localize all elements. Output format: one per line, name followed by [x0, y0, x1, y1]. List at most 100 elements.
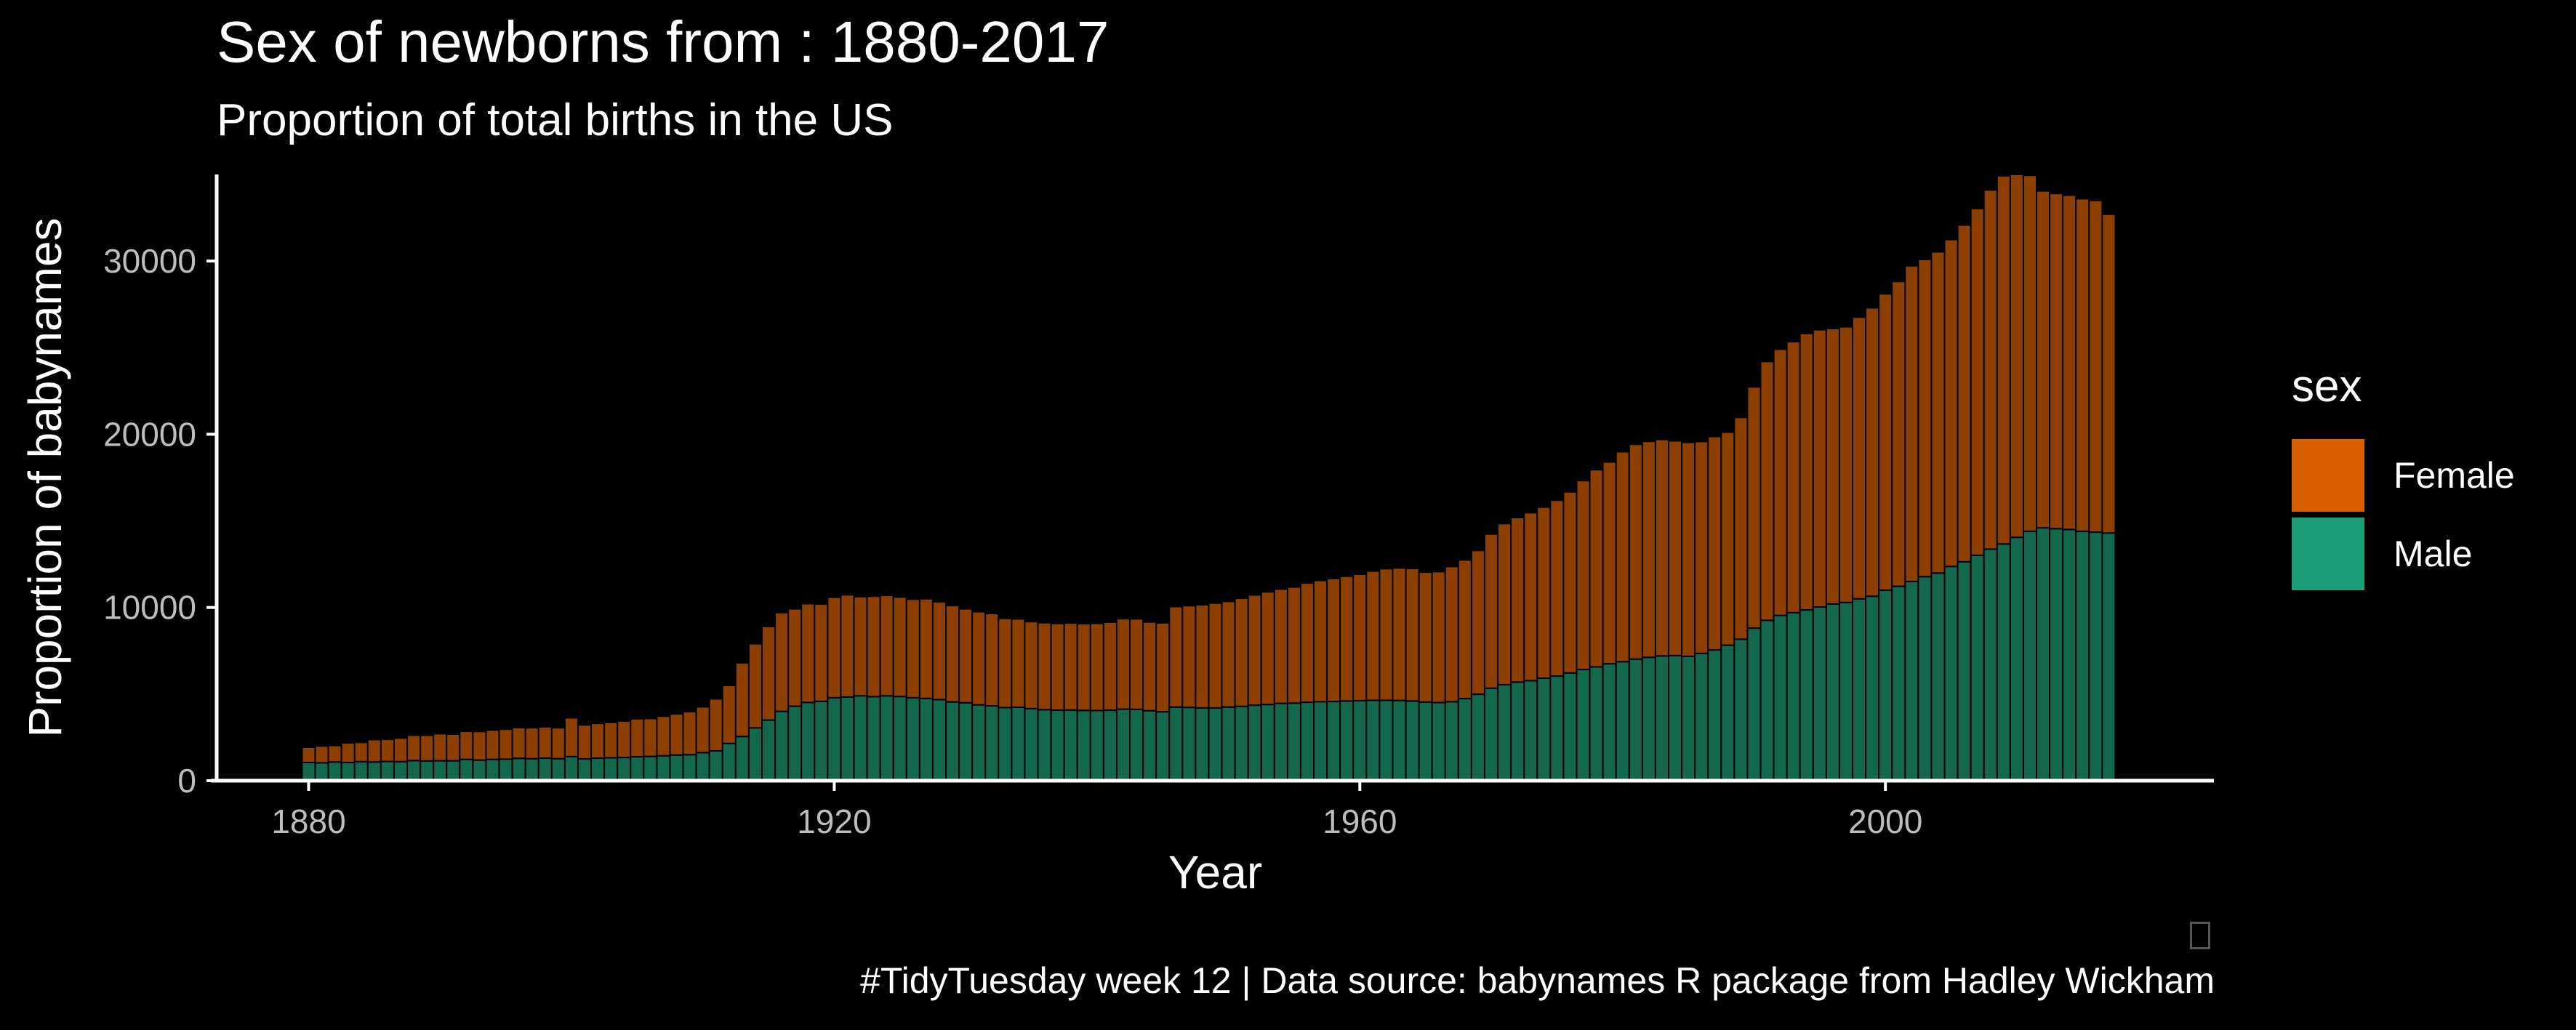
bar-male-1928 [931, 699, 947, 781]
bar-male-1909 [682, 754, 697, 782]
bar-female-1948 [1195, 604, 1210, 709]
bar-male-1890 [433, 760, 448, 781]
bar-female-1928 [931, 601, 947, 701]
bar-female-1914 [747, 643, 763, 729]
bar-female-2000 [1878, 293, 1893, 591]
bar-female-1904 [617, 720, 632, 759]
bar-male-1972 [1510, 681, 1525, 781]
bar-male-1943 [1129, 708, 1144, 782]
bar-male-1931 [971, 704, 987, 782]
bar-male-1978 [1589, 666, 1604, 782]
bar-male-1900 [563, 755, 579, 782]
bar-female-1899 [550, 727, 566, 760]
bar-male-1958 [1326, 701, 1341, 781]
bar-female-1981 [1628, 443, 1643, 660]
bar-female-1880 [301, 747, 316, 763]
bar-male-1979 [1602, 663, 1617, 781]
bar-male-1910 [695, 752, 710, 782]
bar-male-1884 [353, 760, 369, 782]
bar-male-1990 [1746, 627, 1762, 781]
bar-male-2013 [2049, 528, 2064, 781]
bar-male-1887 [393, 760, 409, 782]
bar-female-1988 [1720, 431, 1736, 646]
bar-male-1998 [1852, 598, 1867, 781]
bar-male-1964 [1405, 700, 1420, 782]
bar-male-1946 [1168, 706, 1184, 781]
bar-female-2014 [2062, 194, 2077, 531]
chart-caption: #TidyTuesday week 12 | Data source: baby… [860, 960, 2215, 1001]
y-tick-label-20000: 20000 [103, 415, 196, 453]
bar-male-1988 [1720, 644, 1736, 781]
bar-female-1890 [433, 733, 448, 762]
bar-female-1918 [801, 603, 816, 704]
bar-male-1994 [1799, 609, 1814, 781]
bar-male-1939 [1076, 709, 1091, 782]
bar-male-1921 [840, 696, 855, 781]
bar-female-1895 [498, 728, 513, 760]
bar-female-1931 [971, 611, 987, 706]
bar-male-1995 [1812, 606, 1827, 781]
bar-female-1940 [1089, 622, 1104, 712]
bar-male-1965 [1418, 701, 1433, 782]
bar-female-1900 [563, 717, 579, 757]
bar-female-1974 [1536, 506, 1552, 679]
bar-male-1888 [406, 760, 422, 781]
bar-male-1960 [1352, 699, 1368, 781]
y-tick-label-30000: 30000 [103, 242, 196, 280]
bar-male-2016 [2088, 531, 2103, 781]
bar-female-1908 [669, 713, 684, 756]
bar-male-1987 [1707, 649, 1722, 782]
bar-male-1962 [1379, 699, 1394, 781]
x-tick-label-1960: 1960 [1323, 802, 1397, 840]
bar-male-1970 [1483, 687, 1499, 782]
bar-female-1994 [1799, 332, 1814, 611]
bar-female-1885 [366, 739, 382, 763]
bar-female-2010 [2009, 174, 2024, 539]
bar-male-1915 [761, 719, 777, 781]
bar-male-1899 [550, 757, 566, 781]
bar-male-1920 [827, 696, 842, 781]
bar-female-1966 [1431, 571, 1446, 704]
bar-female-1913 [734, 661, 750, 738]
bar-male-1904 [617, 757, 632, 781]
bar-male-2000 [1878, 589, 1893, 781]
chart-title: Sex of newborns from : 1880-2017 [217, 9, 1110, 74]
bar-female-1912 [721, 684, 737, 744]
bar-female-2012 [2036, 190, 2051, 529]
bar-female-1978 [1589, 469, 1604, 668]
bar-male-1968 [1457, 698, 1472, 781]
bar-male-1886 [380, 760, 395, 782]
bar-female-1957 [1313, 579, 1328, 703]
bar-female-1941 [1102, 621, 1118, 712]
x-axis-title: Year [1168, 846, 1262, 898]
bar-male-1896 [511, 757, 526, 782]
bar-male-1902 [590, 757, 606, 782]
bar-female-1894 [485, 729, 500, 760]
bar-male-1927 [918, 697, 934, 781]
bar-female-1989 [1733, 417, 1749, 640]
x-axis-ticks: 1880 1920 1960 2000 [271, 781, 1922, 840]
bar-female-1969 [1470, 550, 1485, 696]
bar-female-2016 [2088, 199, 2103, 534]
bar-male-1881 [314, 762, 329, 781]
bar-female-1970 [1483, 533, 1499, 689]
bar-female-1920 [827, 596, 842, 699]
bar-female-1968 [1457, 559, 1472, 700]
bar-female-1991 [1760, 361, 1775, 621]
x-tick-label-1880: 1880 [271, 802, 345, 840]
bar-female-1945 [1155, 621, 1171, 713]
bar-female-1933 [998, 617, 1013, 709]
bar-female-1937 [1050, 622, 1065, 712]
bar-male-1883 [340, 761, 356, 781]
bar-male-1945 [1155, 711, 1171, 781]
bars-layer [301, 174, 2116, 782]
bar-male-1944 [1142, 709, 1157, 781]
bar-female-1893 [472, 731, 487, 761]
bar-male-2014 [2062, 528, 2077, 781]
bar-female-1936 [1037, 621, 1052, 711]
bar-male-2015 [2075, 530, 2090, 781]
bar-male-1969 [1470, 693, 1485, 781]
bar-female-1929 [945, 605, 960, 703]
bar-female-1975 [1549, 499, 1565, 677]
